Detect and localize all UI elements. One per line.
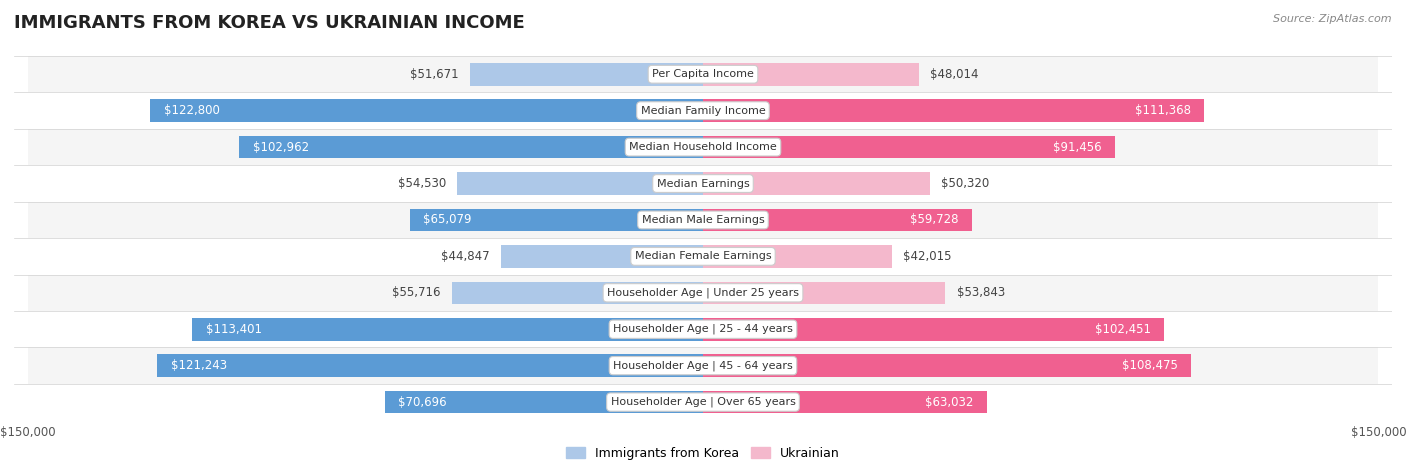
Text: $54,530: $54,530	[398, 177, 446, 190]
Text: Median Earnings: Median Earnings	[657, 178, 749, 189]
Bar	[193, 318, 703, 340]
Bar	[28, 202, 1378, 238]
Bar	[411, 209, 703, 231]
Bar	[703, 282, 945, 304]
Bar	[28, 238, 1378, 275]
Bar	[703, 318, 1164, 340]
Text: $55,716: $55,716	[392, 286, 441, 299]
Bar	[703, 245, 893, 268]
Bar	[703, 354, 1191, 377]
Bar	[28, 129, 1378, 165]
Bar	[385, 391, 703, 413]
Bar	[501, 245, 703, 268]
Text: $91,456: $91,456	[1053, 141, 1101, 154]
Text: $44,847: $44,847	[441, 250, 489, 263]
Text: Median Female Earnings: Median Female Earnings	[634, 251, 772, 262]
Bar	[28, 275, 1378, 311]
Bar	[239, 136, 703, 158]
Text: $108,475: $108,475	[1122, 359, 1178, 372]
Bar	[28, 56, 1378, 92]
Bar	[150, 99, 703, 122]
Bar	[703, 99, 1205, 122]
Text: $50,320: $50,320	[941, 177, 988, 190]
Bar	[28, 384, 1378, 420]
Text: $121,243: $121,243	[170, 359, 226, 372]
Bar	[28, 165, 1378, 202]
Text: Median Family Income: Median Family Income	[641, 106, 765, 116]
Text: $48,014: $48,014	[931, 68, 979, 81]
Text: $111,368: $111,368	[1135, 104, 1191, 117]
Text: Householder Age | Over 65 years: Householder Age | Over 65 years	[610, 397, 796, 407]
Text: Source: ZipAtlas.com: Source: ZipAtlas.com	[1274, 14, 1392, 24]
Text: $65,079: $65,079	[423, 213, 472, 226]
Text: Per Capita Income: Per Capita Income	[652, 69, 754, 79]
Bar	[28, 347, 1378, 384]
Bar	[703, 172, 929, 195]
Bar	[157, 354, 703, 377]
Text: $53,843: $53,843	[956, 286, 1005, 299]
Bar	[471, 63, 703, 85]
Text: Householder Age | Under 25 years: Householder Age | Under 25 years	[607, 288, 799, 298]
Bar	[457, 172, 703, 195]
Text: $63,032: $63,032	[925, 396, 973, 409]
Text: $102,451: $102,451	[1095, 323, 1152, 336]
Bar	[453, 282, 703, 304]
Text: $59,728: $59,728	[910, 213, 959, 226]
Text: $70,696: $70,696	[398, 396, 447, 409]
Text: $42,015: $42,015	[904, 250, 952, 263]
Bar	[28, 311, 1378, 347]
Text: Householder Age | 25 - 44 years: Householder Age | 25 - 44 years	[613, 324, 793, 334]
Bar	[28, 92, 1378, 129]
Legend: Immigrants from Korea, Ukrainian: Immigrants from Korea, Ukrainian	[561, 442, 845, 465]
Text: $113,401: $113,401	[205, 323, 262, 336]
Text: Median Male Earnings: Median Male Earnings	[641, 215, 765, 225]
Text: IMMIGRANTS FROM KOREA VS UKRAINIAN INCOME: IMMIGRANTS FROM KOREA VS UKRAINIAN INCOM…	[14, 14, 524, 32]
Text: Householder Age | 45 - 64 years: Householder Age | 45 - 64 years	[613, 361, 793, 371]
Text: $122,800: $122,800	[163, 104, 219, 117]
Text: Median Household Income: Median Household Income	[628, 142, 778, 152]
Bar	[703, 391, 987, 413]
Text: $51,671: $51,671	[411, 68, 460, 81]
Bar	[703, 136, 1115, 158]
Bar	[703, 63, 920, 85]
Text: $102,962: $102,962	[253, 141, 309, 154]
Bar	[703, 209, 972, 231]
